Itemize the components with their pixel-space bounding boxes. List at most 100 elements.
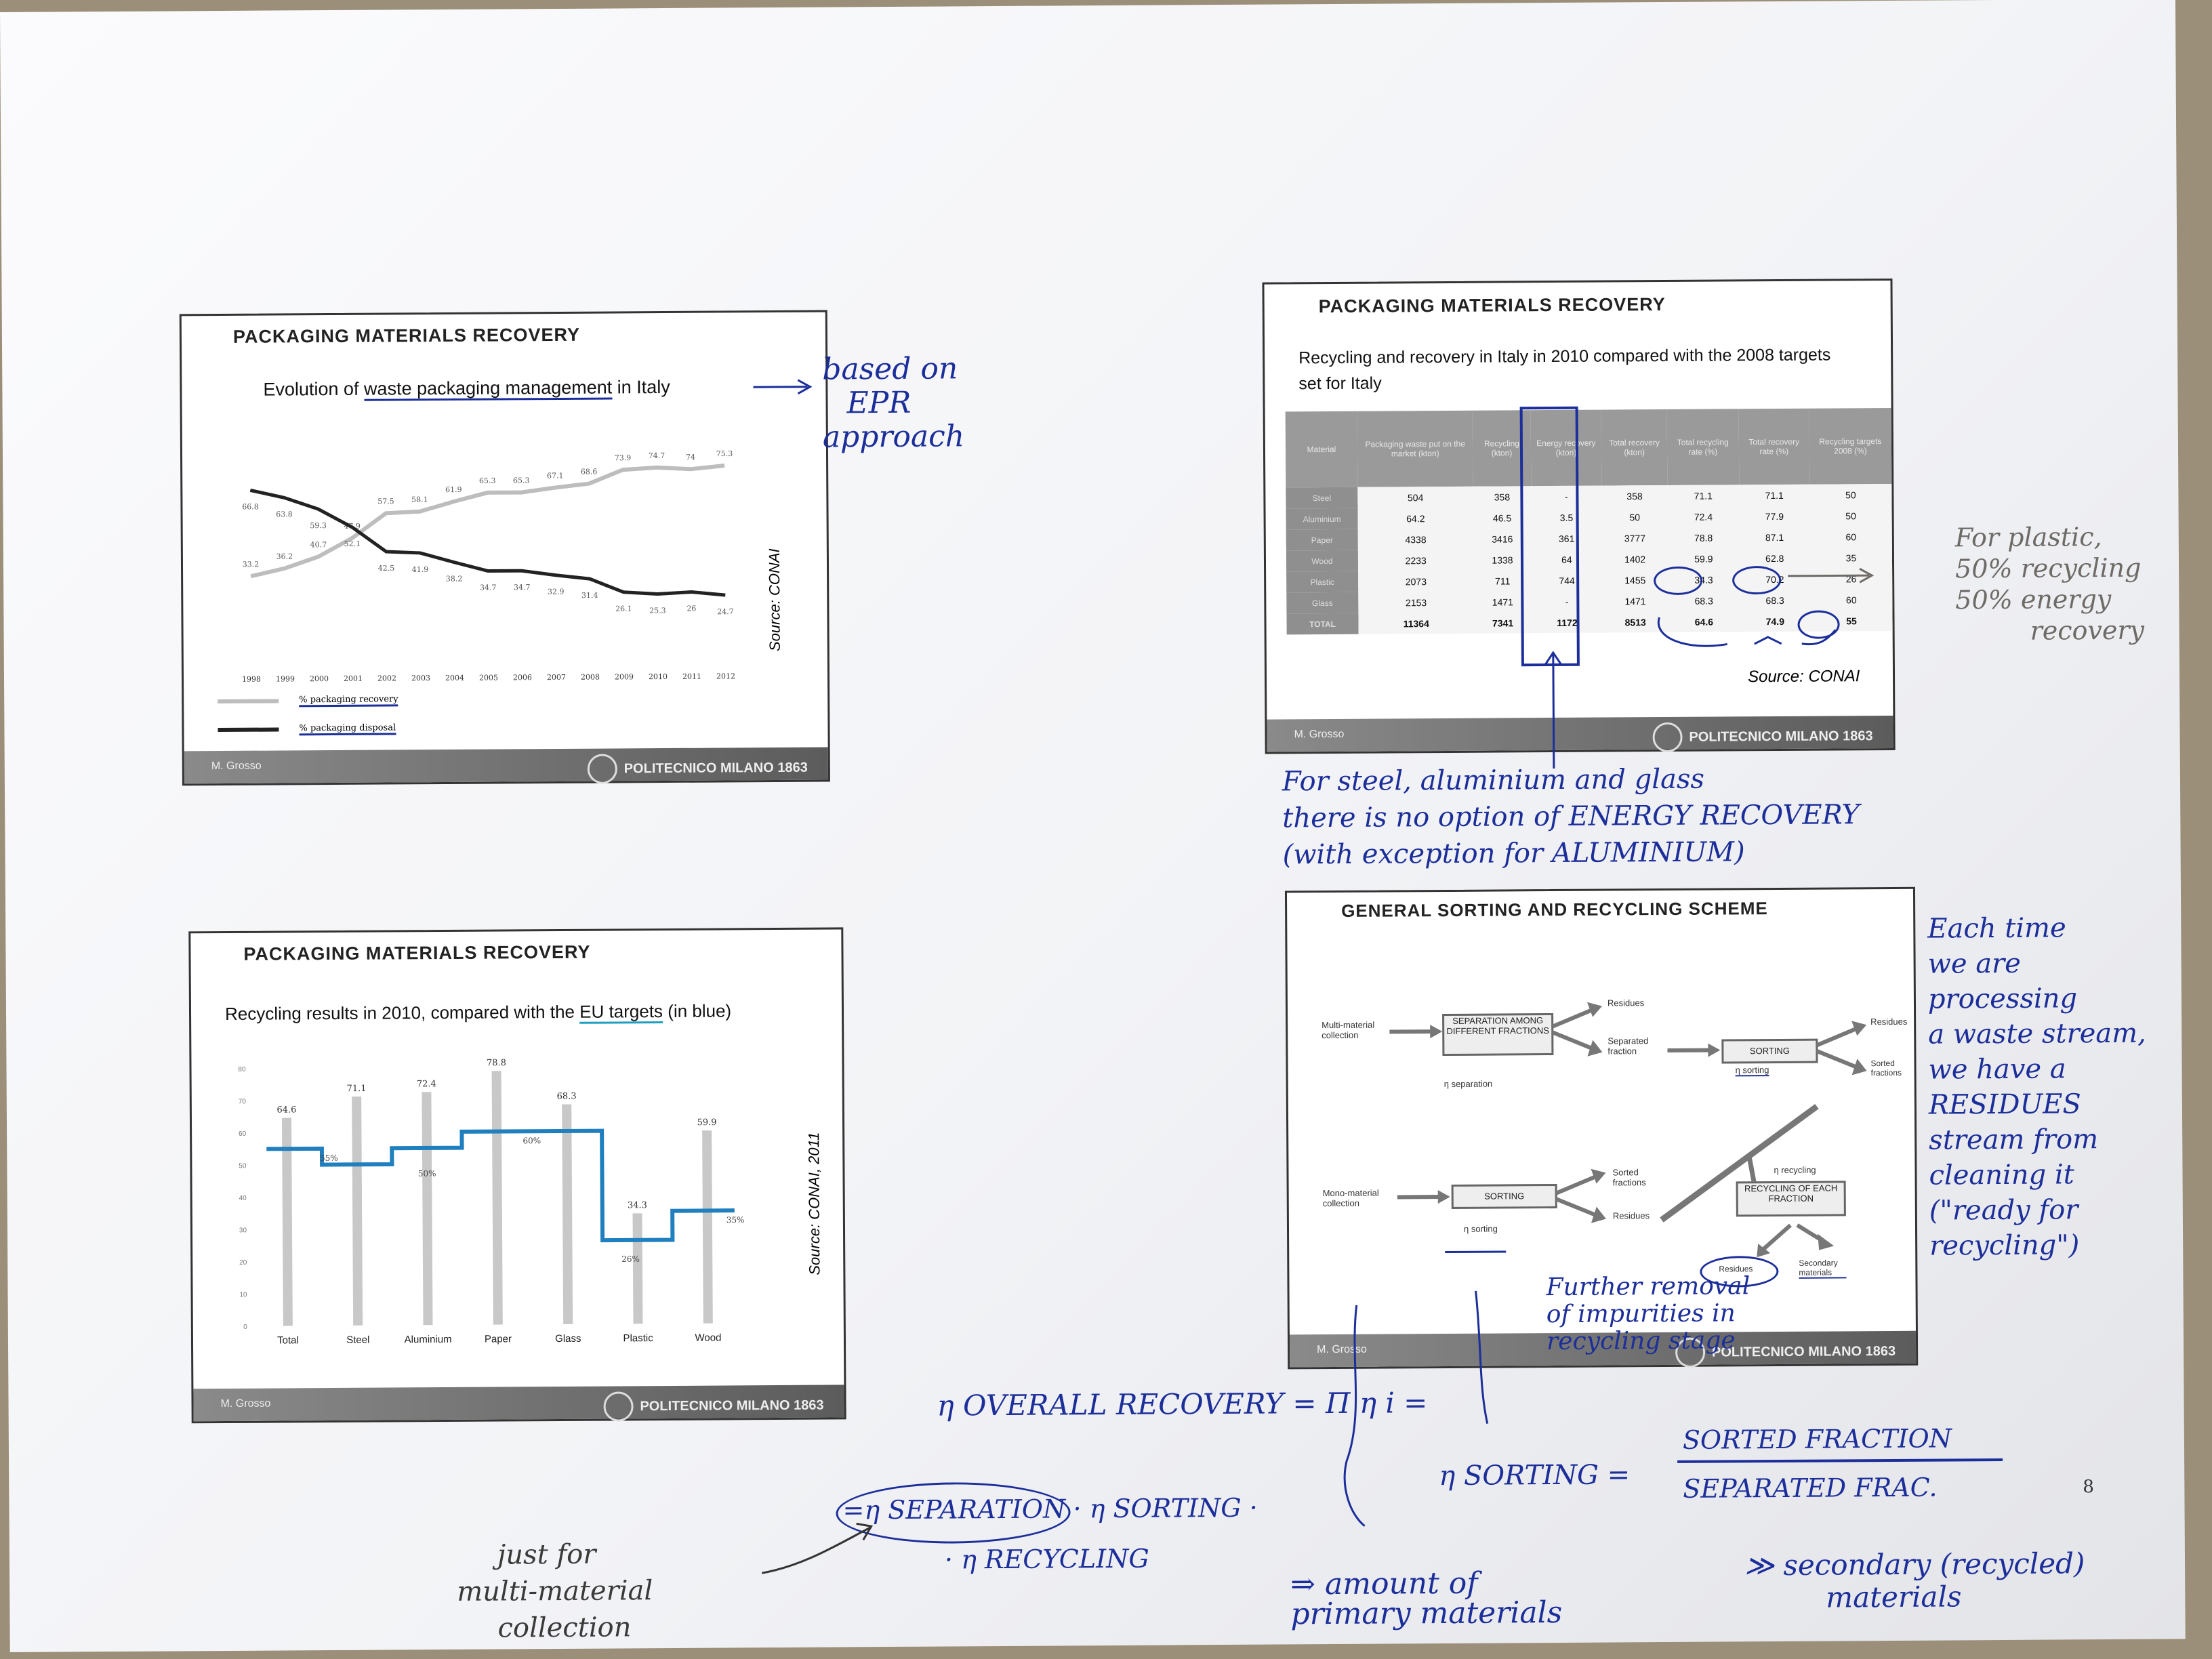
table-cell: 60	[1809, 525, 1892, 548]
column-header: Material	[1285, 411, 1358, 488]
seal-icon	[1652, 722, 1683, 753]
y-tick-label: 40	[239, 1195, 247, 1202]
seal-icon	[587, 754, 617, 784]
slide-subtitle: Recycling and recovery in Italy in 2010 …	[1298, 345, 1831, 394]
recycling-output-arrows	[1757, 1223, 1835, 1258]
arrow-to-sorting	[1667, 1043, 1721, 1057]
secondary-label: Secondary materials	[1799, 1258, 1847, 1279]
column-header: Total recovery (kton)	[1601, 409, 1668, 486]
just-for-arrow	[761, 1522, 874, 1574]
bar-chart: 0 10 20 30 40 50 60 70 80 64.6 Total 71.1 Steel 72.4 A…	[238, 1058, 744, 1346]
slide-recycling-results: PACKAGING MATERIALS RECOVERY Recycling r…	[188, 927, 846, 1424]
x-tick-label: 2010	[649, 672, 668, 681]
arrow-to-sorting-2	[1397, 1190, 1450, 1204]
eta-sorting-label-1: η sorting	[1735, 1065, 1769, 1077]
y-tick-label: 60	[239, 1130, 247, 1138]
bar-value-label: 72.4	[417, 1079, 436, 1089]
table-cell: 1402	[1602, 548, 1668, 570]
sorting-box-1: SORTING	[1721, 1038, 1818, 1064]
separated-fraction-label: Separated fraction	[1607, 1036, 1649, 1057]
data-label: 33.2	[243, 560, 260, 569]
category-label: Total	[277, 1334, 299, 1346]
sorted-fractions-label-2: Sorted fractions	[1612, 1167, 1646, 1188]
residues-label-1: Residues	[1607, 998, 1645, 1008]
sorted-fractions-label-1: Sorted fractions	[1870, 1058, 1902, 1078]
table-cell: 78.8	[1667, 527, 1740, 548]
data-label: 68.6	[581, 467, 598, 476]
target-label: 26%	[621, 1254, 640, 1264]
table-cell: Steel	[1286, 487, 1358, 509]
further-line	[1475, 1290, 1489, 1424]
data-label: 25.3	[649, 606, 666, 615]
bar	[281, 1118, 293, 1326]
author-label: M. Grosso	[1294, 728, 1345, 741]
data-label: 26.1	[615, 605, 632, 613]
slide-footer: M. Grosso POLITECNICO MILANO 1863	[1267, 715, 1893, 753]
bar-value-label: 64.6	[276, 1105, 296, 1115]
note-steel-aluminium-glass: For steel, aluminium and glass there is …	[1282, 763, 1860, 871]
note-primary-materials: ⇒ amount of primary materials	[1290, 1565, 1563, 1632]
data-label: 42.5	[378, 564, 395, 573]
x-tick-label: 2003	[411, 674, 430, 682]
sorted-fraction-numerator: SORTED FRACTION	[1682, 1423, 1952, 1455]
note-further-removal: Further removal of impurities in recycli…	[1546, 1272, 1750, 1356]
x-tick-label: 2004	[445, 674, 464, 682]
bar	[632, 1213, 643, 1324]
table-cell: Plastic	[1286, 571, 1359, 593]
arrows-from-sorting-2	[1555, 1168, 1606, 1223]
target-label: 50%	[418, 1169, 436, 1179]
circle-plastic-recycling	[1654, 566, 1703, 596]
separated-frac-denominator: SEPARATED FRAC.	[1683, 1472, 1938, 1504]
eta-sorting-underline	[1445, 1250, 1507, 1254]
slide-title: PACKAGING MATERIALS RECOVERY	[1318, 293, 1666, 317]
eta-separation-label: η separation	[1443, 1078, 1493, 1090]
university-logo: POLITECNICO MILANO 1863	[1652, 721, 1873, 753]
category-label: Aluminium	[405, 1334, 452, 1345]
bar	[352, 1097, 363, 1326]
bracket-line	[1343, 1305, 1366, 1527]
scribble-arrows	[1657, 617, 1837, 647]
formula-recycling-term: · η RECYCLING	[944, 1543, 1149, 1575]
data-label: 63.8	[276, 510, 293, 518]
residues-label-2: Residues	[1870, 1016, 1908, 1027]
y-tick-label: 80	[238, 1066, 246, 1073]
chart-source: Source: CONAI	[765, 548, 783, 652]
x-tick-label: 2009	[615, 672, 634, 681]
fraction-line	[1677, 1458, 2003, 1463]
eta-recycling-label: η recycling	[1774, 1164, 1816, 1176]
bar-value-label: 59.9	[697, 1118, 717, 1128]
table-cell: Wood	[1286, 550, 1359, 572]
bar-value-label: 68.3	[557, 1091, 577, 1101]
note-secondary-materials: ≫ secondary (recycled) materials	[1744, 1547, 2085, 1614]
data-label: 65.3	[513, 476, 530, 485]
table-cell: 2233	[1357, 549, 1474, 571]
data-label: 74.7	[649, 451, 665, 460]
data-label: 38.2	[446, 575, 463, 583]
slide-waste-evolution: PACKAGING MATERIALS RECOVERY Evolution o…	[179, 310, 830, 786]
table-cell: 72.4	[1667, 506, 1740, 527]
table-cell: 1471	[1602, 590, 1668, 612]
table-cell: 50	[1809, 483, 1892, 506]
y-tick-label: 0	[243, 1324, 247, 1331]
legend-disposal: % packaging disposal	[218, 722, 396, 736]
x-tick-label: 2002	[377, 674, 396, 682]
table-cell: Paper	[1286, 529, 1358, 551]
data-label: 40.7	[310, 540, 327, 549]
category-label: Wood	[695, 1332, 721, 1344]
author-label: M. Grosso	[220, 1397, 271, 1410]
slide-recycling-table: PACKAGING MATERIALS RECOVERY Recycling a…	[1262, 278, 1896, 754]
note-just-for: just for multi-material collection	[457, 1538, 653, 1644]
x-tick-label: 2006	[513, 673, 532, 682]
seal-icon	[603, 1391, 634, 1422]
note-plastic: For plastic, 50% recycling 50% energy re…	[1954, 522, 2145, 646]
column-header: Packaging waste put on the market (kton)	[1357, 410, 1473, 487]
eu-target-line	[266, 1128, 735, 1243]
x-tick-label: 2001	[344, 674, 363, 683]
line-chart: 33.236.240.747.957.5 58.161.965.3 65.367.1…	[242, 449, 735, 684]
bar	[562, 1104, 573, 1324]
chart-source: Source: CONAI, 2011	[805, 1132, 823, 1275]
energy-column-highlight	[1519, 406, 1580, 667]
table-cell: 60	[1810, 588, 1893, 611]
category-label: Steel	[346, 1334, 369, 1346]
